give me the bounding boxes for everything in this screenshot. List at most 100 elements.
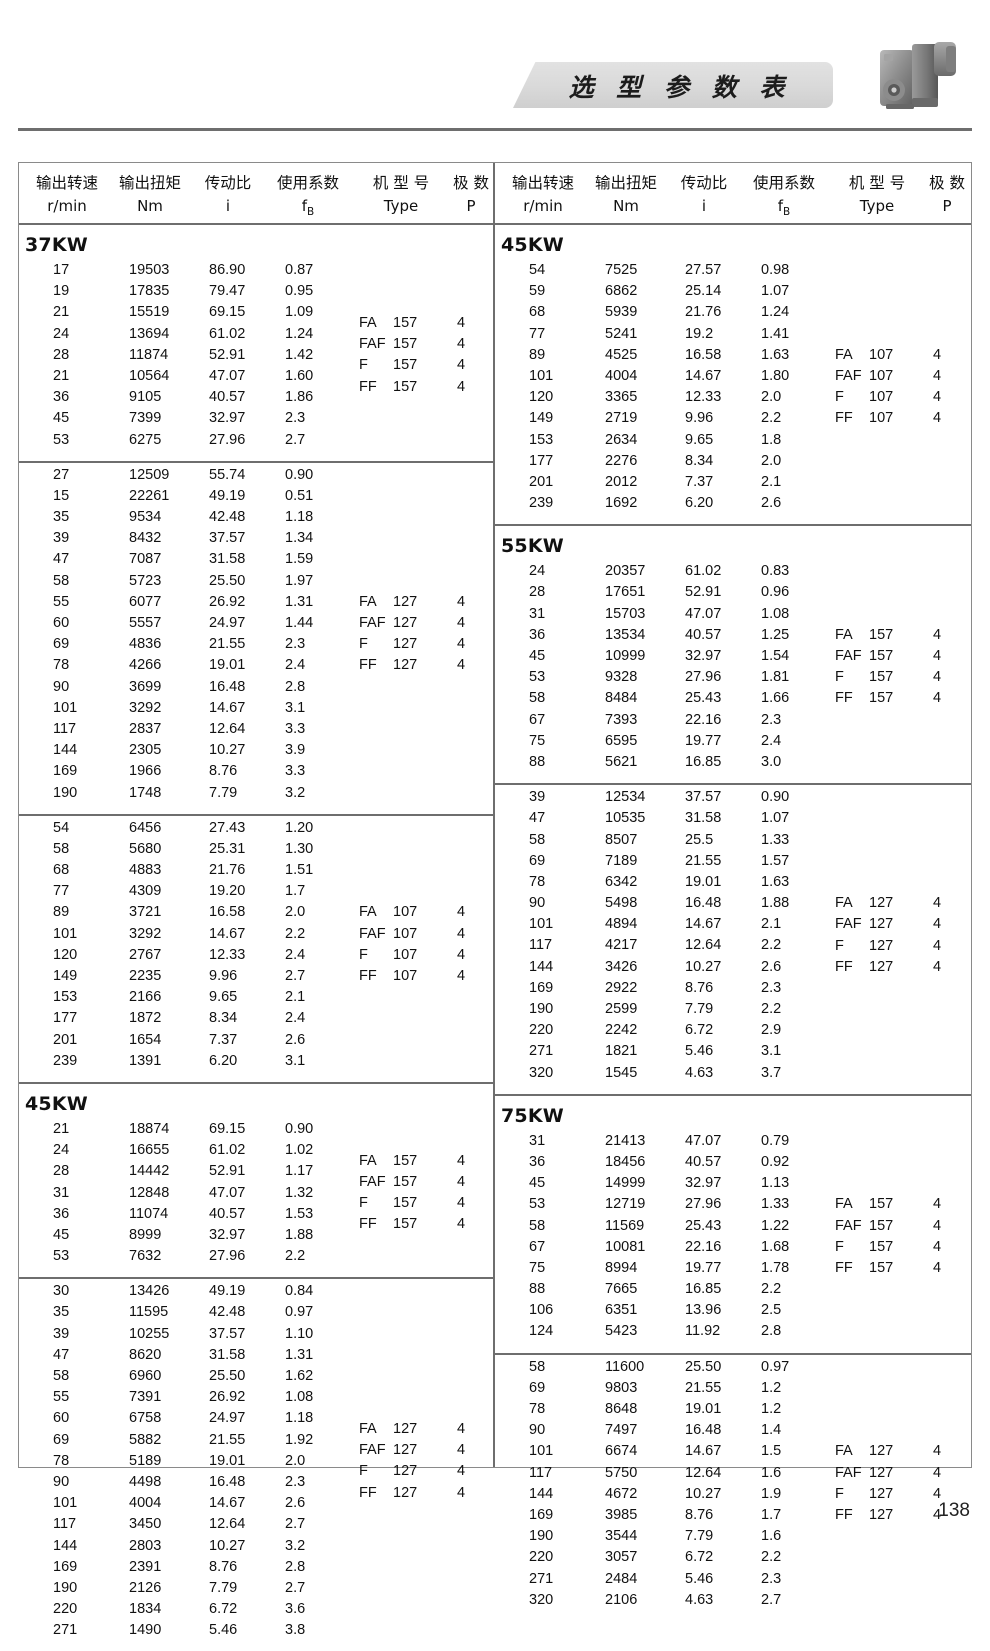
output-torque-cell: 3450 (129, 1516, 162, 1533)
type-prefix: FA (835, 1443, 853, 1460)
type-prefix: FAF (835, 367, 862, 384)
output-speed-cell: 67 (529, 1238, 546, 1255)
type-prefix: FF (359, 1216, 377, 1233)
type-size: 127 (869, 1485, 894, 1502)
output-torque-cell: 7399 (129, 410, 162, 427)
output-speed-cell: 24 (529, 563, 546, 580)
output-speed-cell: 68 (529, 304, 546, 321)
output-torque-cell: 8432 (129, 530, 162, 547)
output-speed-cell: 58 (53, 572, 70, 589)
table-row: 58 11600 25.50 0.97 (495, 1359, 971, 1380)
service-factor-cell: 0.51 (285, 487, 314, 504)
service-factor-cell: 1.2 (761, 1401, 782, 1417)
output-torque-cell: 7497 (605, 1422, 638, 1439)
output-torque-cell: 4883 (129, 862, 162, 879)
output-speed-cell: 201 (529, 473, 554, 490)
output-speed-cell: 117 (529, 937, 553, 954)
output-speed-cell: 58 (53, 1368, 70, 1384)
output-speed-cell: 88 (529, 753, 546, 770)
service-factor-cell: 1.68 (761, 1238, 790, 1255)
type-row: FAF 107 4 (835, 368, 973, 389)
service-factor-cell: 2.0 (285, 904, 306, 921)
ratio-cell: 42.48 (209, 509, 246, 526)
service-factor-cell: 1.24 (285, 325, 314, 342)
output-torque-cell: 13534 (605, 626, 646, 643)
service-factor-cell: 0.97 (285, 1304, 314, 1321)
output-torque-cell: 7391 (129, 1389, 162, 1406)
pole-count: 4 (457, 925, 466, 942)
output-torque-cell: 9803 (605, 1379, 638, 1396)
output-torque-cell: 5750 (605, 1464, 638, 1481)
output-torque-cell: 2276 (605, 452, 638, 469)
table-row: 15 22261 49.19 0.51 (19, 488, 493, 509)
output-torque-cell: 5621 (605, 753, 638, 770)
table-row: 31 15703 47.07 1.08 (495, 606, 971, 627)
ratio-cell: 4.63 (685, 1591, 714, 1608)
table-row: 36 18456 40.57 0.92 (495, 1154, 971, 1175)
type-size: 127 (869, 1506, 894, 1523)
service-factor-cell: 1.7 (761, 1506, 782, 1523)
output-speed-cell: 78 (529, 873, 546, 890)
service-factor-cell: 3.3 (285, 763, 306, 780)
output-torque-cell: 10255 (129, 1325, 170, 1342)
type-size: 107 (869, 367, 894, 384)
type-prefix: FAF (835, 648, 862, 665)
ratio-cell: 12.64 (685, 1464, 722, 1481)
output-speed-cell: 117 (529, 1464, 553, 1481)
ratio-cell: 61.02 (209, 325, 246, 342)
service-factor-cell: 1.22 (761, 1217, 790, 1234)
ratio-cell: 26.92 (209, 593, 246, 610)
table-row: 58 8484 25.43 1.66 (495, 690, 971, 711)
service-factor-cell: 2.5 (761, 1302, 782, 1319)
output-torque-cell: 1872 (129, 1010, 162, 1027)
table-row: 190 3544 7.79 1.6 (495, 1528, 971, 1549)
table-row: 24 13694 61.02 1.24 (19, 326, 493, 347)
type-size: 127 (393, 615, 418, 632)
type-prefix: F (359, 1463, 368, 1480)
ratio-cell: 61.02 (685, 563, 722, 580)
output-speed-cell: 90 (53, 1473, 70, 1490)
output-speed-cell: 69 (529, 1379, 546, 1396)
table-row: 117 5750 12.64 1.6 (495, 1465, 971, 1486)
output-torque-cell: 1391 (129, 1052, 162, 1069)
power-block: 37KW 17 19503 86.90 0.87 19 17835 79.47 0.95 21 15… (19, 225, 493, 463)
service-factor-cell: 2.0 (761, 452, 782, 469)
output-torque-cell: 17651 (605, 584, 646, 601)
header-cn-output-speed: 输出转速 (35, 174, 98, 192)
service-factor-cell: 2.1 (285, 989, 306, 1006)
type-group: FA 157 4 FAF 157 4 F 157 4 FF 157 4 (359, 315, 497, 400)
service-factor-cell: 0.87 (285, 262, 314, 278)
output-speed-cell: 169 (53, 763, 78, 780)
service-factor-cell: 1.44 (285, 615, 314, 631)
output-speed-cell: 239 (53, 1052, 78, 1069)
output-torque-cell: 8484 (605, 690, 638, 707)
ratio-cell: 8.34 (209, 1010, 238, 1027)
ratio-cell: 21.76 (209, 862, 246, 879)
pole-count: 4 (457, 968, 466, 985)
output-torque-cell: 4498 (129, 1473, 162, 1490)
service-factor-cell: 2.2 (761, 1281, 782, 1298)
output-torque-cell: 8648 (605, 1401, 638, 1417)
type-row: FF 127 4 (359, 657, 497, 678)
service-factor-cell: 1.09 (285, 304, 314, 321)
ratio-cell: 5.46 (685, 1570, 714, 1587)
type-size: 157 (869, 1217, 894, 1234)
data-rows: 21 18874 69.15 0.90 24 16655 61.02 1.02 28 14442 5… (19, 1117, 493, 1277)
table-row: 220 1834 6.72 3.6 (19, 1601, 493, 1622)
table-row: 68 4883 21.76 1.51 (19, 862, 493, 883)
service-factor-cell: 2.3 (761, 1570, 782, 1587)
output-torque-cell: 3292 (129, 699, 162, 716)
type-prefix: FF (359, 968, 377, 985)
pole-count: 4 (457, 657, 466, 674)
table-row: 54 7525 27.57 0.98 (495, 262, 971, 283)
type-row: F 127 4 (835, 1486, 973, 1507)
service-factor-cell: 2.8 (285, 1558, 306, 1575)
data-rows: 30 13426 49.19 0.84 35 11595 42.48 0.97 39 10255 3… (19, 1279, 493, 1651)
ratio-cell: 12.64 (685, 937, 722, 954)
service-factor-cell: 1.08 (285, 1389, 314, 1406)
type-row: FA 157 4 (835, 627, 973, 648)
pole-count: 4 (933, 916, 942, 933)
service-factor-cell: 2.2 (761, 1549, 782, 1566)
table-row: 53 9328 27.96 1.81 (495, 669, 971, 690)
ratio-cell: 21.55 (209, 636, 246, 653)
